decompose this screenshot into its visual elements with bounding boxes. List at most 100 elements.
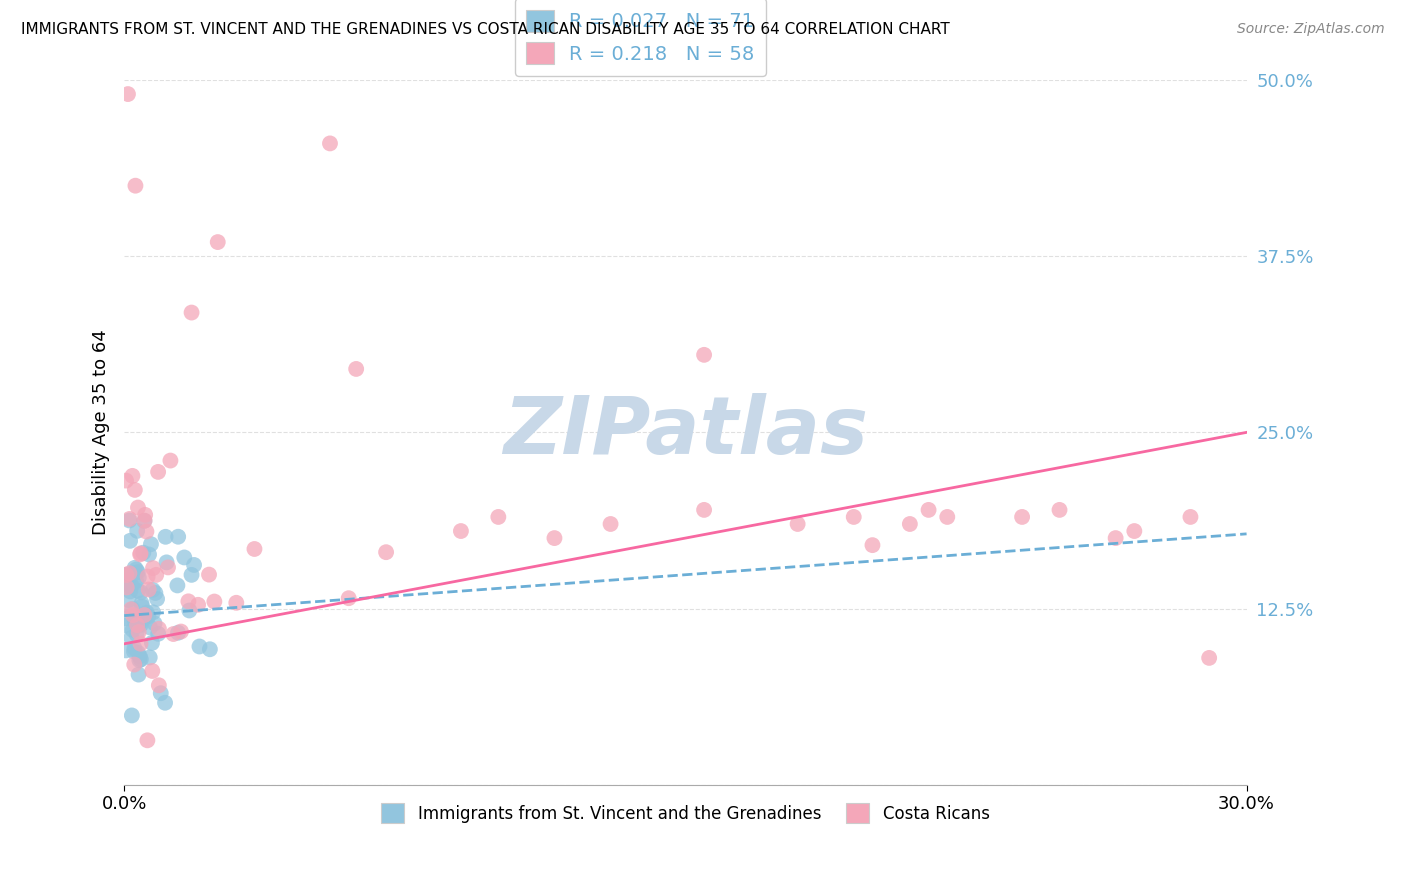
Point [127, 618, 149, 632]
Point [127, 500, 149, 515]
Point [115, 568, 138, 582]
Point [149, 686, 172, 700]
Point [188, 640, 211, 654]
Point [145, 586, 167, 600]
Point [842, 510, 865, 524]
Point [118, 580, 141, 594]
Point [136, 733, 159, 747]
Point [125, 562, 148, 576]
Point [146, 465, 169, 479]
Point [162, 627, 184, 641]
Point [375, 545, 398, 559]
Point [122, 657, 145, 672]
Point [917, 503, 939, 517]
Point [1104, 531, 1126, 545]
Point [141, 664, 163, 678]
Point [124, 561, 146, 575]
Point [207, 235, 229, 249]
Point [1180, 510, 1202, 524]
Point [124, 483, 146, 497]
Point [170, 624, 193, 639]
Point [148, 627, 170, 641]
Point [337, 591, 360, 606]
Point [141, 636, 163, 650]
Point [155, 555, 177, 569]
Point [121, 578, 143, 592]
Point [139, 620, 162, 634]
Point [134, 610, 156, 624]
Point [786, 516, 808, 531]
Point [138, 548, 160, 562]
Point [127, 646, 149, 660]
Point [1011, 510, 1033, 524]
Point [136, 569, 159, 583]
Point [114, 618, 136, 632]
Point [134, 514, 156, 528]
Point [187, 598, 209, 612]
Point [486, 510, 509, 524]
Point [112, 574, 135, 589]
Point [146, 591, 169, 606]
Point [142, 605, 165, 619]
Point [120, 631, 142, 645]
Point [156, 560, 179, 574]
Point [148, 678, 170, 692]
Point [115, 581, 138, 595]
Point [132, 546, 155, 560]
Point [120, 533, 142, 548]
Text: Source: ZipAtlas.com: Source: ZipAtlas.com [1237, 22, 1385, 37]
Point [128, 616, 150, 631]
Point [179, 603, 201, 617]
Point [127, 524, 149, 538]
Point [114, 568, 136, 582]
Text: ZIPatlas: ZIPatlas [503, 393, 868, 471]
Point [121, 623, 143, 637]
Point [145, 567, 167, 582]
Point [117, 87, 139, 101]
Point [173, 550, 195, 565]
Point [120, 584, 142, 599]
Point [898, 516, 921, 531]
Point [121, 602, 143, 616]
Point [127, 615, 149, 630]
Point [155, 530, 177, 544]
Point [121, 708, 143, 723]
Point [450, 524, 472, 538]
Point [128, 571, 150, 585]
Point [1198, 651, 1220, 665]
Point [180, 567, 202, 582]
Point [118, 566, 141, 581]
Point [1123, 524, 1146, 538]
Point [124, 641, 146, 656]
Point [122, 644, 145, 658]
Point [129, 652, 152, 666]
Point [122, 608, 145, 623]
Point [115, 643, 138, 657]
Y-axis label: Disability Age 35 to 64: Disability Age 35 to 64 [93, 329, 110, 535]
Point [134, 608, 156, 623]
Point [135, 524, 157, 539]
Point [135, 606, 157, 620]
Point [599, 516, 621, 531]
Point [1049, 503, 1071, 517]
Point [319, 136, 342, 151]
Text: IMMIGRANTS FROM ST. VINCENT AND THE GRENADINES VS COSTA RICAN DISABILITY AGE 35 : IMMIGRANTS FROM ST. VINCENT AND THE GREN… [21, 22, 950, 37]
Point [131, 599, 153, 614]
Point [115, 611, 138, 625]
Point [124, 566, 146, 580]
Point [198, 567, 221, 582]
Point [183, 558, 205, 572]
Point [124, 178, 146, 193]
Point [177, 594, 200, 608]
Point [139, 537, 162, 551]
Point [136, 609, 159, 624]
Point [127, 565, 149, 579]
Point [139, 650, 162, 665]
Point [225, 596, 247, 610]
Point [115, 474, 138, 488]
Point [128, 653, 150, 667]
Point [118, 513, 141, 527]
Legend: Immigrants from St. Vincent and the Grenadines, Costa Ricans: Immigrants from St. Vincent and the Gren… [374, 797, 997, 830]
Point [543, 531, 565, 545]
Point [127, 583, 149, 598]
